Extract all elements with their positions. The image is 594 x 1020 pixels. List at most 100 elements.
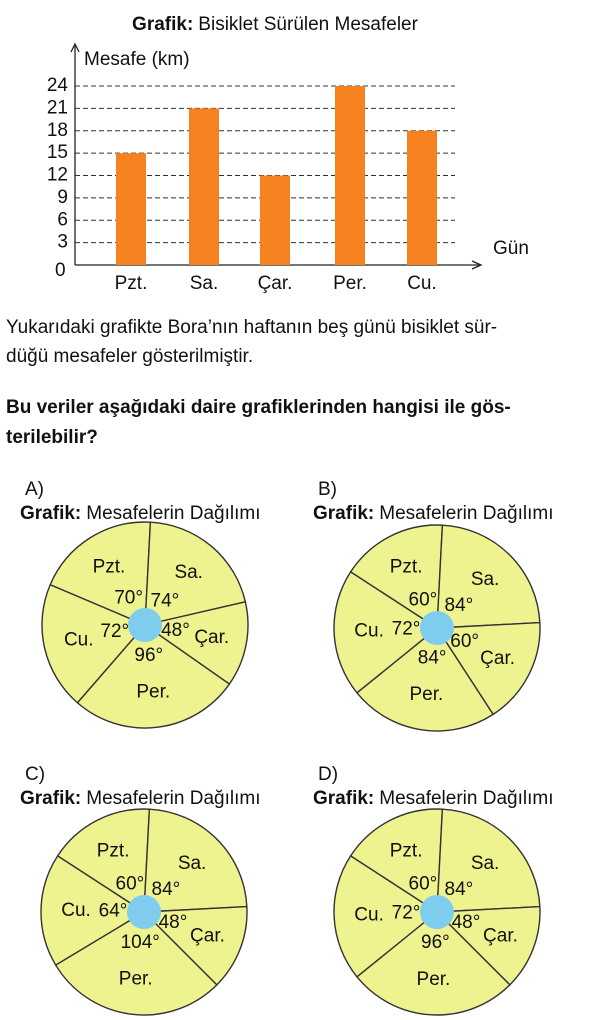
slice-label: Cu. <box>64 629 94 650</box>
y-tick-label: 18 <box>47 120 68 141</box>
bar <box>407 130 437 265</box>
angle-label: 48° <box>452 912 481 933</box>
slice-label: Cu. <box>354 905 384 926</box>
pie-slice <box>349 524 444 630</box>
title-text: Mesafelerin Dağılımı <box>379 788 553 809</box>
chart-title: Grafik: Mesafelerin Dağılımı <box>20 503 260 524</box>
bar <box>260 175 290 265</box>
x-axis-arrow <box>471 260 483 270</box>
title-bold: Grafik: <box>313 503 374 524</box>
slice-label: Çar. <box>483 925 518 946</box>
angle-label: 60° <box>409 873 438 894</box>
angle-label: 84° <box>445 879 474 900</box>
angle-label: 84° <box>152 879 181 900</box>
x-tick-label: Pzt. <box>115 273 148 294</box>
bar <box>189 108 219 265</box>
title-text: Mesafelerin Dağılımı <box>379 503 553 524</box>
angle-label: 84° <box>445 595 474 616</box>
slice-label: Sa. <box>174 562 203 583</box>
slice-label: Pzt. <box>97 840 130 861</box>
center-dot <box>420 895 454 929</box>
slice-label: Çar. <box>194 627 229 648</box>
slice-label: Sa. <box>178 853 207 874</box>
y-axis-arrow <box>70 42 80 53</box>
pie-slice <box>435 621 541 716</box>
angle-label: 84° <box>418 648 447 669</box>
option-letter: C) <box>25 764 45 785</box>
slice-label: Per. <box>136 682 170 703</box>
slice-label: Per. <box>417 969 451 990</box>
chart-title: Grafik: Mesafelerin Dağılımı <box>313 788 553 809</box>
pie-slice <box>349 808 444 914</box>
slice-label: Sa. <box>471 569 500 590</box>
x-tick-label: Çar. <box>258 273 293 294</box>
angle-label: 74° <box>151 590 180 611</box>
pie-slice <box>333 854 439 978</box>
question-line: terilebilir? <box>6 427 98 448</box>
angle-label: 104° <box>121 932 160 953</box>
chart-title: Grafik: Bisiklet Sürülen Mesafeler <box>132 14 419 35</box>
pie-slice <box>355 626 495 732</box>
option-letter: A) <box>25 479 44 500</box>
center-dot <box>128 608 162 642</box>
angle-label: 48° <box>161 620 190 641</box>
title-bold: Grafik: <box>313 788 374 809</box>
pie-slice <box>142 905 248 986</box>
angle-label: 70° <box>114 588 143 609</box>
slice-label: Pzt. <box>390 840 423 861</box>
title-bold: Grafik: <box>132 14 193 35</box>
pie-slice <box>40 854 146 967</box>
question-line: Bu veriler aşağıdaki daire grafiklerinde… <box>6 397 511 418</box>
x-axis-label: Gün <box>493 238 529 259</box>
slice-label: Pzt. <box>93 556 126 577</box>
pie-slice <box>436 524 541 629</box>
bar <box>335 86 365 265</box>
pie-slice <box>435 905 541 986</box>
pie-slice <box>54 911 218 1016</box>
angle-label: 60° <box>450 631 479 652</box>
angle-label: 72° <box>100 621 129 642</box>
paragraph-line: Yukarıdaki grafikte Bora’nın haftanın be… <box>6 317 497 338</box>
y-tick-label: 9 <box>57 187 68 208</box>
pie-slice <box>143 808 248 913</box>
y-tick-label: 24 <box>47 75 69 96</box>
y-tick-label: 6 <box>57 209 68 230</box>
pie-slice <box>355 911 511 1016</box>
y-axis-label: Mesafe (km) <box>84 49 190 70</box>
slice-label: Sa. <box>471 853 500 874</box>
paragraph-line: düğü mesafeler gösterilmiştir. <box>6 346 253 367</box>
option-letter: B) <box>318 479 337 500</box>
center-dot <box>127 895 161 929</box>
angle-label: 64° <box>99 900 128 921</box>
option-letter: D) <box>318 764 338 785</box>
angle-label: 96° <box>421 932 450 953</box>
y-tick-label: 21 <box>47 97 68 118</box>
x-tick-label: Sa. <box>190 273 219 294</box>
slice-label: Per. <box>409 684 443 705</box>
chart-title: Grafik: Mesafelerin Dağılımı <box>313 503 553 524</box>
x-tick-label: Per. <box>333 273 367 294</box>
angle-label: 48° <box>159 912 188 933</box>
slice-label: Çar. <box>480 648 515 669</box>
title-text: Mesafelerin Dağılımı <box>86 788 260 809</box>
y-tick-label: 15 <box>47 142 68 163</box>
slice-label: Çar. <box>190 925 225 946</box>
title-text: Mesafelerin Dağılımı <box>86 503 260 524</box>
y-tick-label: 12 <box>47 165 68 186</box>
angle-label: 96° <box>134 645 163 666</box>
pie-slice <box>49 521 152 627</box>
angle-label: 60° <box>116 873 145 894</box>
x-tick-label: Cu. <box>407 273 437 294</box>
bar <box>116 153 146 265</box>
slice-label: Cu. <box>354 621 384 642</box>
y-tick-label: 3 <box>57 232 68 253</box>
pie-slice <box>144 521 247 626</box>
angle-label: 72° <box>392 619 421 640</box>
y-tick-label: 0 <box>55 260 66 281</box>
slice-label: Cu. <box>61 900 91 921</box>
slice-label: Pzt. <box>390 556 423 577</box>
angle-label: 72° <box>392 903 421 924</box>
pie-slice <box>436 808 541 913</box>
pie-slice <box>76 624 231 729</box>
